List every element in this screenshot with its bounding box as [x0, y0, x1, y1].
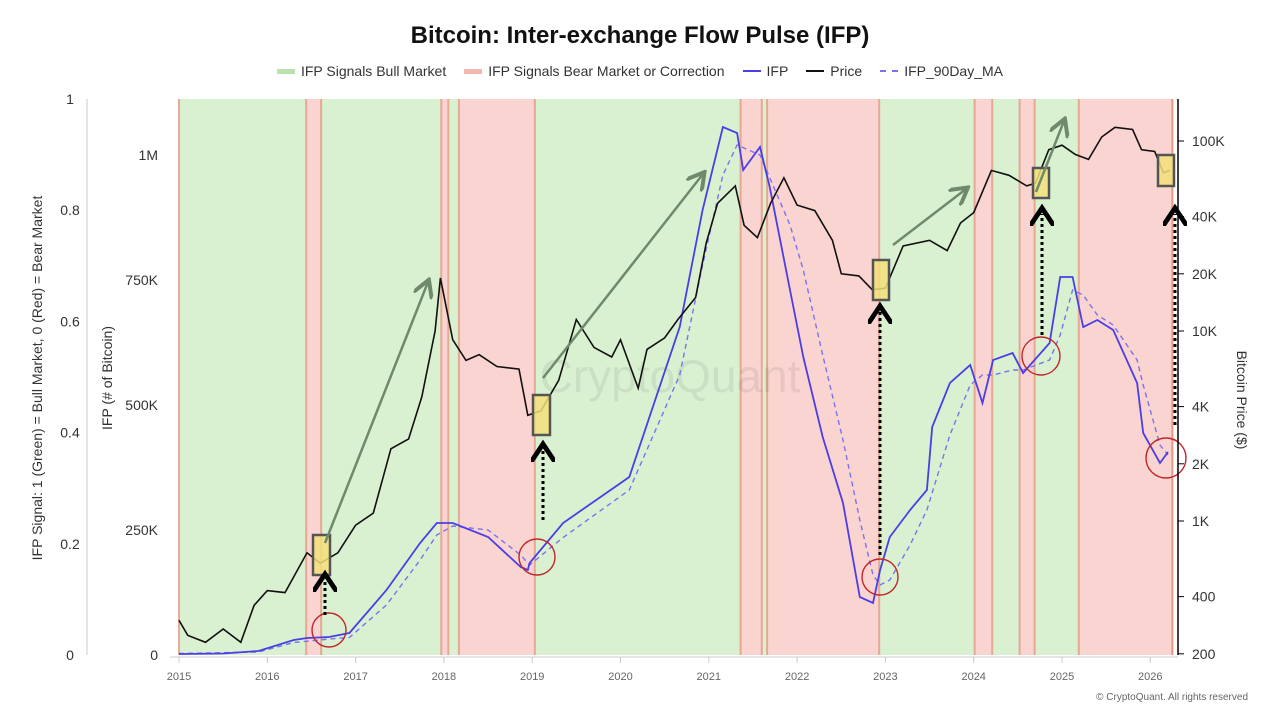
ifp-tick-label: 0 [150, 647, 158, 663]
ifp-tick-label: 500K [125, 397, 158, 413]
legend-label: Price [830, 63, 863, 79]
trend-arrow [892, 189, 966, 246]
x-tick-label: 2016 [255, 671, 279, 683]
legend-label: IFP_90Day_MA [904, 63, 1004, 79]
signal-tick-label: 0 [66, 647, 74, 663]
highlight-circle [861, 558, 899, 596]
legend-swatch [464, 68, 483, 74]
x-tick-label: 2026 [1138, 671, 1162, 683]
legend-swatch [880, 70, 899, 72]
legend-label: IFP Signals Bear Market or Correction [488, 63, 725, 79]
x-tick-label: 2021 [697, 671, 721, 683]
legend-swatch [276, 68, 295, 74]
bull-band [761, 99, 768, 655]
signal-tick-label: 0.2 [60, 536, 80, 552]
price-tick-label: 4K [1192, 399, 1210, 415]
price-tick-label: 20K [1192, 266, 1218, 282]
highlight-box [1031, 166, 1051, 200]
bull-band [992, 99, 1020, 655]
highlight-box [311, 533, 332, 577]
signal-tick-label: 1 [66, 91, 74, 107]
price-tick-label: 100K [1192, 133, 1225, 149]
price-axis-label: Bitcoin Price ($) [1234, 351, 1250, 450]
axes: 0 0.2 0.4 0.6 0.8 1 0 250K 500K 750K 1M 200 400 1K 2K 4… [60, 91, 1225, 683]
ifp-tick-label: 1M [139, 147, 158, 163]
x-tick-label: 2022 [785, 671, 809, 683]
highlight-circle [518, 538, 556, 576]
bear-band [974, 99, 993, 655]
bear-band [740, 99, 762, 655]
legend-label: IFP Signals Bull Market [300, 63, 447, 79]
legend-item-bear[interactable]: IFP Signals Bear Market or Correction [464, 63, 725, 79]
ifp-line [178, 125, 1169, 655]
signal-axis-label: IFP Signal: 1 (Green) = Bull Market, 0 (… [29, 196, 45, 561]
x-tick-label: 2025 [1050, 671, 1074, 683]
legend-item-ma[interactable]: IFP_90Day_MA [880, 63, 1003, 79]
bear-band [441, 99, 449, 655]
highlight-box [531, 393, 552, 437]
price-tick-label: 400 [1192, 589, 1216, 605]
highlight-circle [311, 612, 347, 648]
highlight-circle [1145, 437, 1187, 479]
x-tick-label: 2018 [432, 671, 456, 683]
trend-arrow [542, 174, 703, 379]
highlight-circle [1021, 336, 1061, 376]
bull-band [321, 99, 442, 655]
x-tick-label: 2015 [167, 671, 191, 683]
price-tick-label: 200 [1192, 646, 1216, 662]
bull-band [879, 99, 975, 655]
legend-item-bull[interactable]: IFP Signals Bull Market [276, 63, 447, 79]
ifp-axis-label: IFP (# of Bitcoin) [99, 326, 115, 430]
x-tick-label: 2023 [873, 671, 897, 683]
bull-band [448, 99, 459, 655]
legend-label: IFP [766, 63, 789, 79]
price-tick-label: 1K [1192, 513, 1210, 529]
signal-tick-label: 0.4 [60, 425, 80, 441]
signal-tick-label: 0.8 [60, 202, 80, 218]
annotations [311, 121, 1187, 648]
bear-band [306, 99, 322, 655]
price-tick-label: 2K [1192, 456, 1210, 472]
highlight-box [871, 258, 891, 302]
copyright: © CryptoQuant. All rights reserved [1096, 692, 1248, 703]
trend-arrow [1034, 121, 1064, 193]
signal-bands [178, 99, 1174, 655]
legend-swatch [742, 70, 761, 72]
x-tick-label: 2024 [961, 671, 985, 683]
legend-item-ifp[interactable]: IFP [742, 63, 789, 79]
bull-band [179, 99, 307, 655]
bear-band [1019, 99, 1035, 655]
x-tick-label: 2020 [608, 671, 632, 683]
signal-tick-label: 0.6 [60, 313, 80, 329]
bear-band [1078, 99, 1173, 655]
bear-band [767, 99, 880, 655]
ifp-90day-ma-line [178, 144, 1169, 655]
trend-arrow [323, 282, 428, 544]
price-tick-label: 10K [1192, 323, 1218, 339]
legend-item-price[interactable]: Price [806, 63, 862, 79]
x-tick-label: 2019 [520, 671, 544, 683]
ifp-tick-label: 750K [125, 272, 158, 288]
x-tick-label: 2017 [343, 671, 367, 683]
legend-swatch [806, 70, 825, 72]
highlight-box [1156, 153, 1176, 188]
price-tick-label: 40K [1192, 209, 1218, 225]
legend: IFP Signals Bull Market IFP Signals Bear… [0, 63, 1280, 79]
watermark: CryptoQuant [540, 350, 801, 402]
ifp-tick-label: 250K [125, 522, 158, 538]
bear-band [458, 99, 535, 655]
chart-title: Bitcoin: Inter-exchange Flow Pulse (IFP) [410, 22, 870, 49]
